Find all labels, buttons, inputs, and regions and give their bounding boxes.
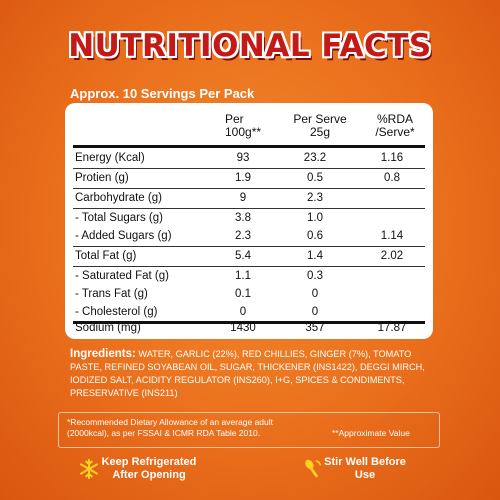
value-per-100g: 0.1 (235, 288, 251, 300)
table-row: - Cholesterol (g) 0 0 (65, 303, 433, 321)
row-label: Total Fat (g) (75, 250, 137, 262)
value-per-100g: 3.8 (235, 212, 251, 224)
stir-tip-line2: Use (354, 469, 376, 481)
value-per-100g: 9 (239, 192, 247, 204)
row-label: Carbohydrate (g) (75, 192, 162, 204)
divider-thick (73, 145, 425, 148)
table-row: - Total Sugars (g) 3.8 1.0 (65, 209, 433, 227)
divider-thick (73, 321, 425, 324)
value-per-serve: 1.4 (307, 250, 323, 262)
page-title: NUTRITIONAL FACTS (68, 28, 432, 64)
value-rda: 0.8 (384, 172, 400, 184)
stir-spoon-icon (305, 459, 322, 478)
row-label: Protien (g) (75, 172, 129, 184)
value-per-100g: 1.9 (235, 172, 251, 184)
header-rda-line2: /Serve* (375, 125, 415, 139)
row-label: - Total Sugars (g) (75, 212, 163, 224)
footnote-box: *Recommended Dietary Allowance of an ave… (58, 412, 440, 448)
refrigerate-tip-line1: Keep Refrigerated (101, 456, 197, 468)
stir-tip-line1: Stir Well Before (324, 456, 406, 468)
row-label: - Cholesterol (g) (75, 306, 158, 318)
servings-per-pack: Approx. 10 Servings Per Pack (70, 86, 255, 101)
table-row: - Added Sugars (g) 2.3 0.6 1.14 (65, 227, 433, 245)
value-per-serve: 23.2 (303, 152, 327, 164)
row-label: - Saturated Fat (g) (75, 270, 169, 282)
header-per-100g: Per 100g** (225, 113, 285, 139)
value-rda: 1.16 (380, 152, 404, 164)
value-rda: 1.14 (380, 230, 404, 242)
value-per-serve: 0 (311, 306, 319, 318)
table-row: - Trans Fat (g) 0.1 0 (65, 285, 433, 303)
header-per-serve-line2: 25g (309, 125, 331, 139)
value-per-100g: 2.3 (235, 230, 251, 242)
header-per-serve: Per Serve 25g (285, 113, 355, 139)
value-per-100g: 0 (239, 306, 247, 318)
stir-tip: Stir Well Before Use (300, 456, 430, 482)
value-rda: 2.02 (380, 250, 404, 262)
value-per-100g: 5.4 (235, 250, 251, 262)
header-rda: %RDA /Serve* (365, 113, 425, 139)
rda-footnote: *Recommended Dietary Allowance of an ave… (67, 417, 274, 438)
row-label: Energy (Kcal) (75, 152, 145, 164)
value-per-100g: 93 (236, 152, 250, 164)
value-per-serve: 0.6 (307, 230, 323, 242)
divider (73, 188, 425, 189)
refrigerate-tip-line2: After Opening (112, 469, 186, 481)
refrigerate-tip: Keep Refrigerated After Opening (84, 456, 214, 482)
table-row: Total Fat (g) 5.4 1.4 2.02 (65, 247, 433, 265)
nutrition-table: Per 100g** Per Serve 25g %RDA /Serve* En… (65, 103, 433, 339)
value-per-100g: 1430 (230, 322, 256, 334)
table-row: Carbohydrate (g) 9 2.3 (65, 189, 433, 207)
table-row: Energy (Kcal) 93 23.2 1.16 (65, 149, 433, 167)
ingredients-text: WATER, GARLIC (22%), RED CHILLIES, GINGE… (70, 349, 425, 398)
value-per-serve: 1.0 (307, 212, 323, 224)
table-row: Protien (g) 1.9 0.5 0.8 (65, 169, 433, 187)
divider (73, 168, 425, 169)
value-per-serve: 357 (305, 322, 325, 334)
ingredients-label: Ingredients: (70, 348, 136, 360)
header-per-serve-line1: Per Serve (293, 112, 347, 126)
divider (73, 208, 425, 209)
value-rda: 17.87 (377, 322, 407, 334)
row-label: - Added Sugars (g) (75, 230, 172, 242)
value-per-serve: 2.3 (307, 192, 323, 204)
header-per-100g-line1: Per (225, 112, 244, 126)
header-rda-line1: %RDA (376, 112, 413, 126)
value-per-serve: 0.3 (307, 270, 323, 282)
value-per-serve: 0.5 (307, 172, 323, 184)
table-row: Sodium (mg) 1430 357 17.87 (65, 319, 433, 337)
row-label: Sodium (mg) (75, 322, 141, 334)
divider (73, 266, 425, 267)
divider (73, 246, 425, 247)
value-per-serve: 0 (311, 288, 319, 300)
approximate-value-note: **Approximate Value (332, 428, 410, 438)
table-row: - Saturated Fat (g) 1.1 0.3 (65, 267, 433, 285)
value-per-100g: 1.1 (235, 270, 251, 282)
snowflake-icon (80, 458, 98, 480)
row-label: - Trans Fat (g) (75, 288, 148, 300)
header-per-100g-line2: 100g** (225, 125, 262, 139)
ingredients: Ingredients: WATER, GARLIC (22%), RED CH… (70, 348, 432, 400)
